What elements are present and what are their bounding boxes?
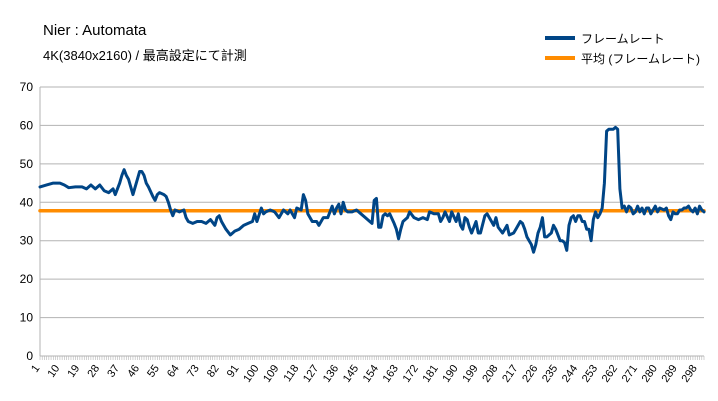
y-tick-label: 0 [26,349,33,363]
x-tick-label: 172 [401,363,421,385]
x-tick-label: 262 [600,363,620,385]
x-tick-label: 37 [105,363,122,380]
x-tick-label: 154 [361,363,381,385]
x-tick-label: 100 [241,363,261,385]
x-tick-label: 64 [165,363,182,380]
x-tick-label: 280 [640,363,660,385]
legend-item-average: 平均 (フレームレート) [545,48,700,68]
x-tick-label: 10 [46,363,63,380]
x-tick-label: 199 [460,363,480,385]
x-tick-label: 136 [321,363,341,385]
legend-label-average: 平均 (フレームレート) [581,51,700,66]
x-tick-label: 46 [125,363,142,380]
chart-subtitle: 4K(3840x2160) / 最高設定にて計測 [43,48,247,63]
y-tick-label: 70 [20,80,34,94]
legend-item-framerate: フレームレート [545,28,700,48]
x-tick-label: 91 [225,363,242,380]
y-tick-label: 30 [20,234,34,248]
y-tick-label: 40 [20,195,34,209]
x-tick-label: 271 [620,363,640,385]
legend-label-framerate: フレームレート [581,31,665,46]
x-tick-label: 1 [29,363,42,375]
x-tick-label: 217 [500,363,520,385]
x-tick-label: 298 [679,363,699,385]
x-tick-label: 55 [145,363,162,380]
x-tick-label: 145 [341,363,361,385]
x-tick-label: 181 [420,363,440,385]
y-tick-label: 60 [20,118,34,132]
x-tick-label: 253 [580,363,600,385]
x-tick-label: 82 [205,363,222,380]
legend-swatch-framerate [545,36,575,40]
x-tick-label: 28 [85,363,102,380]
x-tick-label: 235 [540,363,560,385]
x-tick-label: 289 [660,363,680,385]
chart-legend: フレームレート 平均 (フレームレート) [545,28,700,68]
y-tick-label: 20 [20,272,34,286]
x-tick-label: 190 [440,363,460,385]
x-tick-label: 226 [520,363,540,385]
x-tick-label: 208 [480,363,500,385]
x-tick-label: 19 [65,363,82,380]
x-tick-label: 244 [560,363,580,385]
x-tick-label: 127 [301,363,321,385]
x-tick-label: 109 [261,363,281,385]
x-tick-label: 163 [381,363,401,385]
x-tick-label: 118 [282,363,302,384]
y-tick-label: 10 [20,311,34,325]
x-tick-label: 73 [185,363,202,380]
series-line-framerate [38,125,706,254]
legend-swatch-average [545,56,575,60]
y-tick-label: 50 [20,157,34,171]
chart-title: Nier : Automata [43,22,147,39]
